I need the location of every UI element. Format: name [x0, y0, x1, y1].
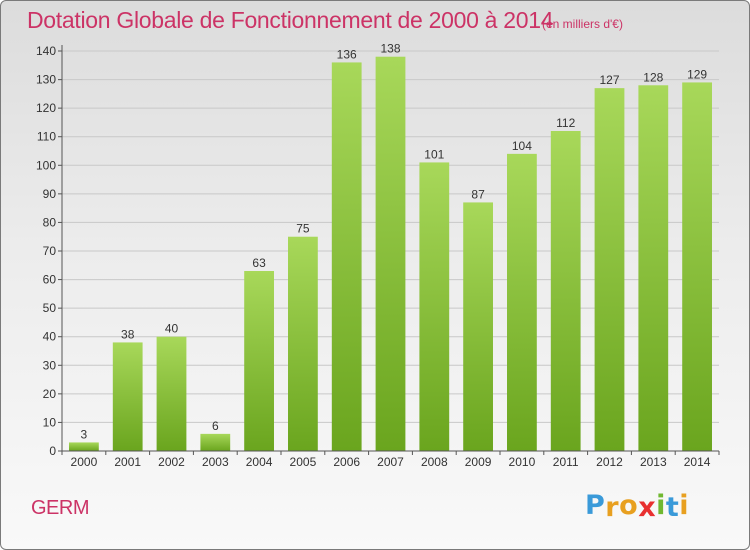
x-tick-label: 2007 — [377, 455, 404, 469]
logo-letter: i — [679, 490, 690, 521]
y-tick-label: 50 — [43, 301, 57, 315]
x-tick-label: 2014 — [684, 455, 711, 469]
y-tick-label: 20 — [43, 387, 57, 401]
data-label: 75 — [296, 222, 310, 236]
x-tick-label: 2002 — [158, 455, 185, 469]
x-tick-label: 2011 — [553, 455, 579, 469]
x-tick-label: 2003 — [202, 455, 229, 469]
x-tick-label: 2008 — [421, 455, 448, 469]
bar — [375, 56, 406, 451]
x-tick-label: 2009 — [465, 455, 492, 469]
x-tick-label: 2005 — [290, 455, 317, 469]
chart-title: Dotation Globale de Fonctionnement de 20… — [27, 7, 554, 33]
bar — [288, 236, 318, 451]
x-tick-label: 2006 — [333, 455, 360, 469]
bar — [331, 62, 362, 452]
bar — [200, 433, 231, 451]
y-tick-label: 40 — [43, 330, 57, 344]
bar — [112, 342, 143, 451]
data-label: 101 — [424, 147, 444, 161]
data-label: 104 — [512, 139, 532, 153]
x-tick-label: 2001 — [114, 455, 141, 469]
y-tick-label: 80 — [43, 215, 57, 229]
bar — [244, 271, 274, 451]
data-labels: 3 38 40 6 63 75 136 138 101 87 104 112 127 128 129 — [81, 42, 708, 442]
data-label: 127 — [599, 73, 619, 87]
y-tick-label: 30 — [43, 358, 57, 372]
bar — [594, 88, 625, 452]
commune-name: GERM — [31, 497, 90, 519]
x-tick-label: 2000 — [71, 455, 98, 469]
y-tick-label: 90 — [43, 187, 57, 201]
bar — [682, 82, 712, 451]
x-tick-label: 2013 — [640, 455, 667, 469]
x-tick-label: 2012 — [596, 455, 623, 469]
bar — [419, 162, 450, 451]
x-tick-label: 2004 — [246, 455, 273, 469]
logo-letter: o — [619, 490, 639, 521]
y-tick-label: 140 — [36, 44, 56, 58]
data-label: 136 — [337, 47, 357, 61]
y-tick-label: 60 — [43, 273, 57, 287]
bar — [507, 153, 537, 451]
data-label: 63 — [252, 256, 266, 270]
data-label: 87 — [471, 187, 485, 201]
logo-letter: t — [665, 492, 680, 523]
y-tick-label: 120 — [36, 101, 56, 115]
y-tick-label: 130 — [36, 73, 56, 87]
bar — [156, 336, 187, 451]
bar — [550, 131, 581, 451]
logo-letter: P — [585, 490, 606, 521]
data-label: 129 — [687, 67, 707, 81]
data-label: 112 — [556, 116, 575, 130]
x-tick-label: 2010 — [509, 455, 536, 469]
bar — [638, 85, 669, 452]
y-tick-label: 0 — [49, 444, 56, 458]
proxiti-logo: Proxiti — [585, 490, 690, 523]
data-label: 138 — [380, 42, 400, 56]
data-label: 6 — [212, 419, 219, 433]
y-tick-label: 100 — [36, 158, 56, 172]
y-axis-ticks: 0 10 20 30 40 50 60 70 80 90 100 110 120 130 140 — [36, 44, 62, 458]
axes — [61, 45, 719, 452]
y-tick-label: 10 — [43, 415, 57, 429]
data-label: 38 — [121, 327, 135, 341]
data-label: 40 — [165, 322, 179, 336]
logo-letter: x — [638, 492, 657, 523]
bars — [69, 56, 712, 452]
y-tick-label: 70 — [43, 244, 57, 258]
bar — [69, 442, 99, 451]
data-label: 3 — [81, 427, 88, 441]
logo-letter: i — [656, 490, 666, 521]
x-axis-ticks: 2000 2001 2002 2003 2004 2005 2006 2007 2008 2009… — [61, 451, 720, 469]
y-tick-label: 110 — [37, 130, 56, 144]
data-label: 128 — [643, 70, 663, 84]
logo-letter: r — [605, 492, 620, 523]
bar — [463, 202, 493, 451]
unit-label: (en milliers d'€) — [542, 17, 623, 31]
